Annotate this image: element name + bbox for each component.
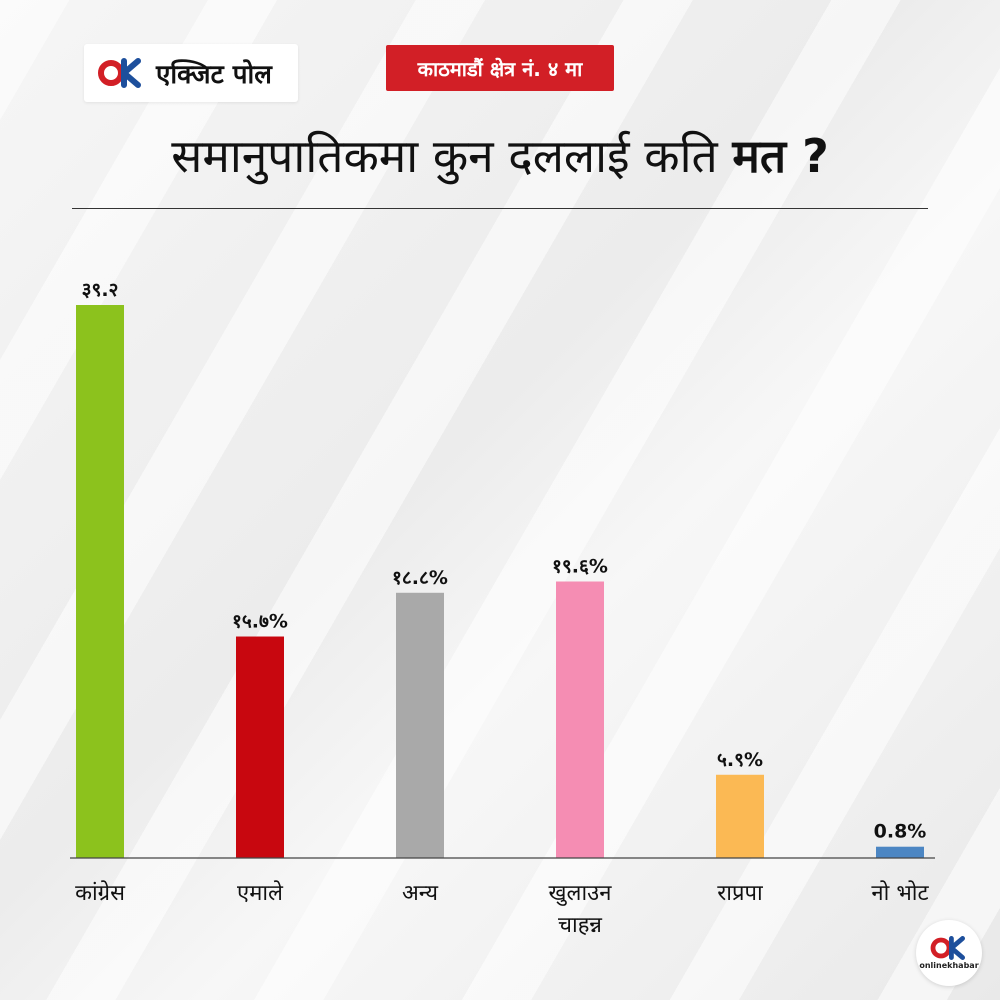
value-label-4: १९.६% [552, 556, 608, 578]
onlinekhabar-logo-icon [98, 58, 144, 88]
category-label-4-line-2: चाहन्न [558, 913, 602, 938]
bar-3 [396, 592, 444, 858]
value-label-3: १८.८% [392, 567, 448, 589]
title-divider [72, 208, 928, 209]
category-label-4-line-1: खुलाउन [549, 881, 613, 906]
title-bold: मत ? [732, 129, 829, 183]
ok-logo-icon [930, 936, 965, 960]
value-label-1: ३९.२ [82, 279, 119, 301]
title-main: समानुपातिकमा कुन दललाई कति [171, 129, 718, 183]
category-label-5: राप्रपा [717, 881, 763, 906]
category-label-1: कांग्रेस [75, 880, 126, 906]
category-label-3: अन्य [402, 881, 439, 906]
brand-label: एक्जिट पोल [156, 60, 272, 90]
value-label-6: 0.8% [874, 821, 927, 843]
constituency-tag: काठमाडौं क्षेत्र नं. ४ मा [386, 45, 614, 91]
bar-6 [876, 846, 924, 858]
category-label-6: नो भोट [871, 880, 929, 906]
page-title: समानुपातिकमा कुन दललाई कति मत ? [60, 126, 940, 186]
bar-4 [556, 581, 604, 858]
value-label-2: १५.७% [232, 611, 288, 633]
value-label-5: ५.९% [717, 749, 763, 771]
onlinekhabar-corner-logo: onlinekhabar [916, 920, 982, 986]
bar-5 [716, 774, 764, 858]
bar-1 [76, 305, 124, 858]
logo-site-text: onlinekhabar [919, 961, 979, 970]
brand-badge: एक्जिट पोल [84, 44, 298, 102]
category-label-2: एमाले [237, 880, 284, 906]
bar-2 [236, 636, 284, 858]
